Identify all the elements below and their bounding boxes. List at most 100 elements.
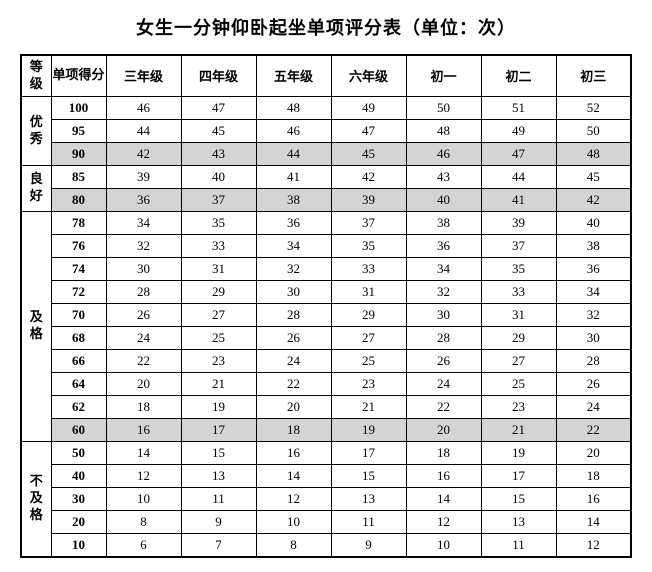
value-cell: 26 bbox=[106, 303, 181, 326]
table-row: 7430313233343536 bbox=[21, 257, 631, 280]
value-cell: 50 bbox=[406, 96, 481, 119]
value-cell: 31 bbox=[181, 257, 256, 280]
value-cell: 41 bbox=[481, 188, 556, 211]
col-j2: 初二 bbox=[481, 55, 556, 96]
value-cell: 10 bbox=[106, 487, 181, 510]
value-cell: 35 bbox=[181, 211, 256, 234]
table-row: 优秀10046474849505152 bbox=[21, 96, 631, 119]
value-cell: 50 bbox=[556, 119, 631, 142]
table-row: 6016171819202122 bbox=[21, 418, 631, 441]
value-cell: 46 bbox=[256, 119, 331, 142]
value-cell: 40 bbox=[556, 211, 631, 234]
value-cell: 18 bbox=[556, 464, 631, 487]
value-cell: 42 bbox=[556, 188, 631, 211]
value-cell: 45 bbox=[181, 119, 256, 142]
value-cell: 25 bbox=[481, 372, 556, 395]
table-row: 3010111213141516 bbox=[21, 487, 631, 510]
value-cell: 17 bbox=[331, 441, 406, 464]
category-cell: 及格 bbox=[21, 211, 51, 441]
value-cell: 30 bbox=[106, 257, 181, 280]
table-row: 不及格5014151617181920 bbox=[21, 441, 631, 464]
table-row: 6824252627282930 bbox=[21, 326, 631, 349]
value-cell: 37 bbox=[481, 234, 556, 257]
value-cell: 31 bbox=[481, 303, 556, 326]
score-cell: 62 bbox=[51, 395, 106, 418]
value-cell: 21 bbox=[331, 395, 406, 418]
value-cell: 11 bbox=[331, 510, 406, 533]
score-cell: 66 bbox=[51, 349, 106, 372]
value-cell: 9 bbox=[331, 533, 406, 557]
value-cell: 17 bbox=[481, 464, 556, 487]
value-cell: 24 bbox=[556, 395, 631, 418]
value-cell: 20 bbox=[256, 395, 331, 418]
value-cell: 16 bbox=[556, 487, 631, 510]
value-cell: 25 bbox=[331, 349, 406, 372]
value-cell: 28 bbox=[406, 326, 481, 349]
value-cell: 35 bbox=[331, 234, 406, 257]
value-cell: 29 bbox=[331, 303, 406, 326]
value-cell: 12 bbox=[256, 487, 331, 510]
table-row: 6622232425262728 bbox=[21, 349, 631, 372]
value-cell: 44 bbox=[256, 142, 331, 165]
value-cell: 29 bbox=[481, 326, 556, 349]
value-cell: 32 bbox=[406, 280, 481, 303]
value-cell: 14 bbox=[256, 464, 331, 487]
value-cell: 30 bbox=[556, 326, 631, 349]
value-cell: 6 bbox=[106, 533, 181, 557]
value-cell: 48 bbox=[256, 96, 331, 119]
value-cell: 11 bbox=[481, 533, 556, 557]
value-cell: 8 bbox=[256, 533, 331, 557]
value-cell: 36 bbox=[106, 188, 181, 211]
value-cell: 34 bbox=[256, 234, 331, 257]
value-cell: 12 bbox=[106, 464, 181, 487]
value-cell: 13 bbox=[181, 464, 256, 487]
value-cell: 48 bbox=[406, 119, 481, 142]
value-cell: 12 bbox=[406, 510, 481, 533]
value-cell: 30 bbox=[406, 303, 481, 326]
col-g6: 六年级 bbox=[331, 55, 406, 96]
score-cell: 70 bbox=[51, 303, 106, 326]
category-cell: 优秀 bbox=[21, 96, 51, 165]
score-cell: 80 bbox=[51, 188, 106, 211]
value-cell: 16 bbox=[406, 464, 481, 487]
value-cell: 38 bbox=[556, 234, 631, 257]
table-row: 20891011121314 bbox=[21, 510, 631, 533]
value-cell: 20 bbox=[106, 372, 181, 395]
value-cell: 29 bbox=[181, 280, 256, 303]
value-cell: 14 bbox=[106, 441, 181, 464]
value-cell: 19 bbox=[331, 418, 406, 441]
value-cell: 16 bbox=[106, 418, 181, 441]
value-cell: 46 bbox=[106, 96, 181, 119]
category-cell: 良好 bbox=[21, 165, 51, 211]
value-cell: 38 bbox=[256, 188, 331, 211]
value-cell: 32 bbox=[106, 234, 181, 257]
value-cell: 12 bbox=[556, 533, 631, 557]
score-cell: 68 bbox=[51, 326, 106, 349]
table-row: 8036373839404142 bbox=[21, 188, 631, 211]
value-cell: 22 bbox=[556, 418, 631, 441]
table-row: 良好8539404142434445 bbox=[21, 165, 631, 188]
value-cell: 15 bbox=[181, 441, 256, 464]
score-cell: 20 bbox=[51, 510, 106, 533]
value-cell: 38 bbox=[406, 211, 481, 234]
value-cell: 49 bbox=[481, 119, 556, 142]
score-cell: 100 bbox=[51, 96, 106, 119]
table-row: 7228293031323334 bbox=[21, 280, 631, 303]
value-cell: 44 bbox=[481, 165, 556, 188]
value-cell: 35 bbox=[481, 257, 556, 280]
value-cell: 24 bbox=[406, 372, 481, 395]
score-cell: 74 bbox=[51, 257, 106, 280]
value-cell: 16 bbox=[256, 441, 331, 464]
score-cell: 95 bbox=[51, 119, 106, 142]
value-cell: 14 bbox=[406, 487, 481, 510]
value-cell: 13 bbox=[331, 487, 406, 510]
score-cell: 78 bbox=[51, 211, 106, 234]
value-cell: 32 bbox=[556, 303, 631, 326]
col-g4: 四年级 bbox=[181, 55, 256, 96]
value-cell: 51 bbox=[481, 96, 556, 119]
value-cell: 31 bbox=[331, 280, 406, 303]
value-cell: 18 bbox=[256, 418, 331, 441]
value-cell: 41 bbox=[256, 165, 331, 188]
value-cell: 45 bbox=[331, 142, 406, 165]
value-cell: 23 bbox=[331, 372, 406, 395]
